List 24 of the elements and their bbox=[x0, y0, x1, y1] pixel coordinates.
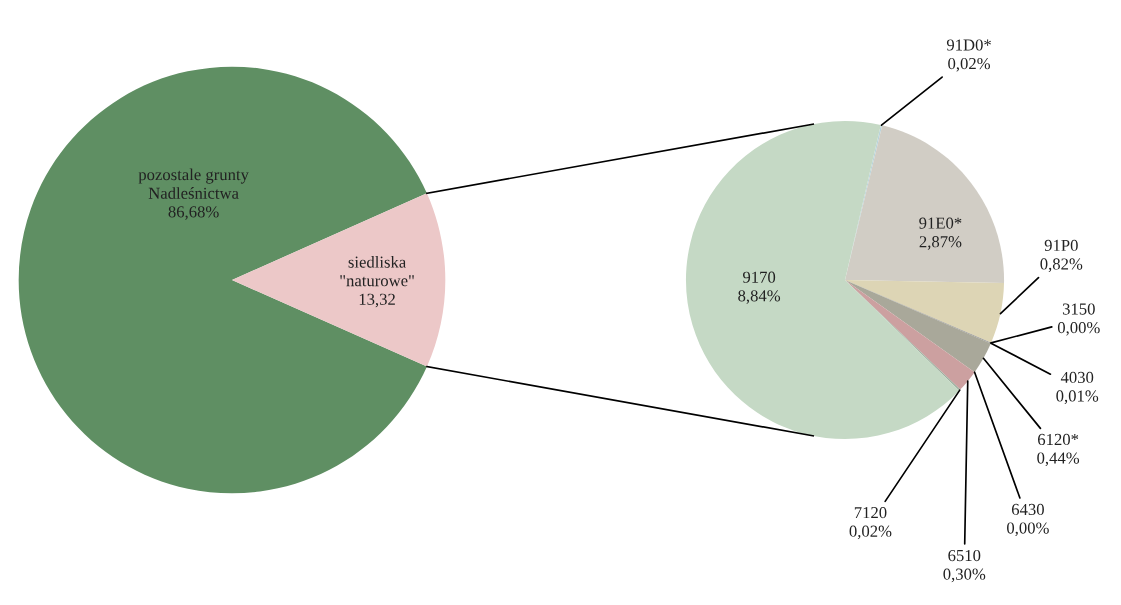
data-label: 0,30% bbox=[943, 568, 986, 583]
slice-label: pozostale grunty Nadleśnictwa bbox=[138, 168, 249, 199]
slice-label: 91P0 bbox=[1044, 239, 1078, 252]
slice-label: 7120 bbox=[854, 506, 887, 519]
data-label: 8,84% bbox=[738, 290, 781, 304]
data-label: 0,02% bbox=[948, 57, 991, 72]
slice-label: 6510 bbox=[948, 549, 981, 562]
data-label: 2,87% bbox=[919, 236, 962, 250]
category-label: 6430 bbox=[1011, 503, 1044, 516]
data-label: 0,01% bbox=[1056, 390, 1099, 405]
data-label: 0,02% bbox=[849, 525, 892, 540]
slice-label: 6120* bbox=[1038, 433, 1079, 446]
text: 0,00% bbox=[1057, 321, 1100, 336]
slice-label: 91E0* bbox=[919, 217, 962, 229]
data-label: 13,32 bbox=[359, 293, 395, 308]
data-label: 0,44% bbox=[1037, 452, 1080, 467]
data-label: 86,68% bbox=[168, 206, 219, 220]
slice-label: 4030 bbox=[1060, 371, 1094, 384]
slice-label: 9170 bbox=[742, 271, 776, 283]
data-label: 0,82% bbox=[1040, 258, 1083, 273]
slice-label: siedliska "naturowe" bbox=[340, 255, 414, 287]
slice-label: 91D0* bbox=[946, 39, 991, 51]
category-label: 3150 bbox=[1062, 303, 1095, 315]
text: 0,00% bbox=[1007, 522, 1049, 537]
